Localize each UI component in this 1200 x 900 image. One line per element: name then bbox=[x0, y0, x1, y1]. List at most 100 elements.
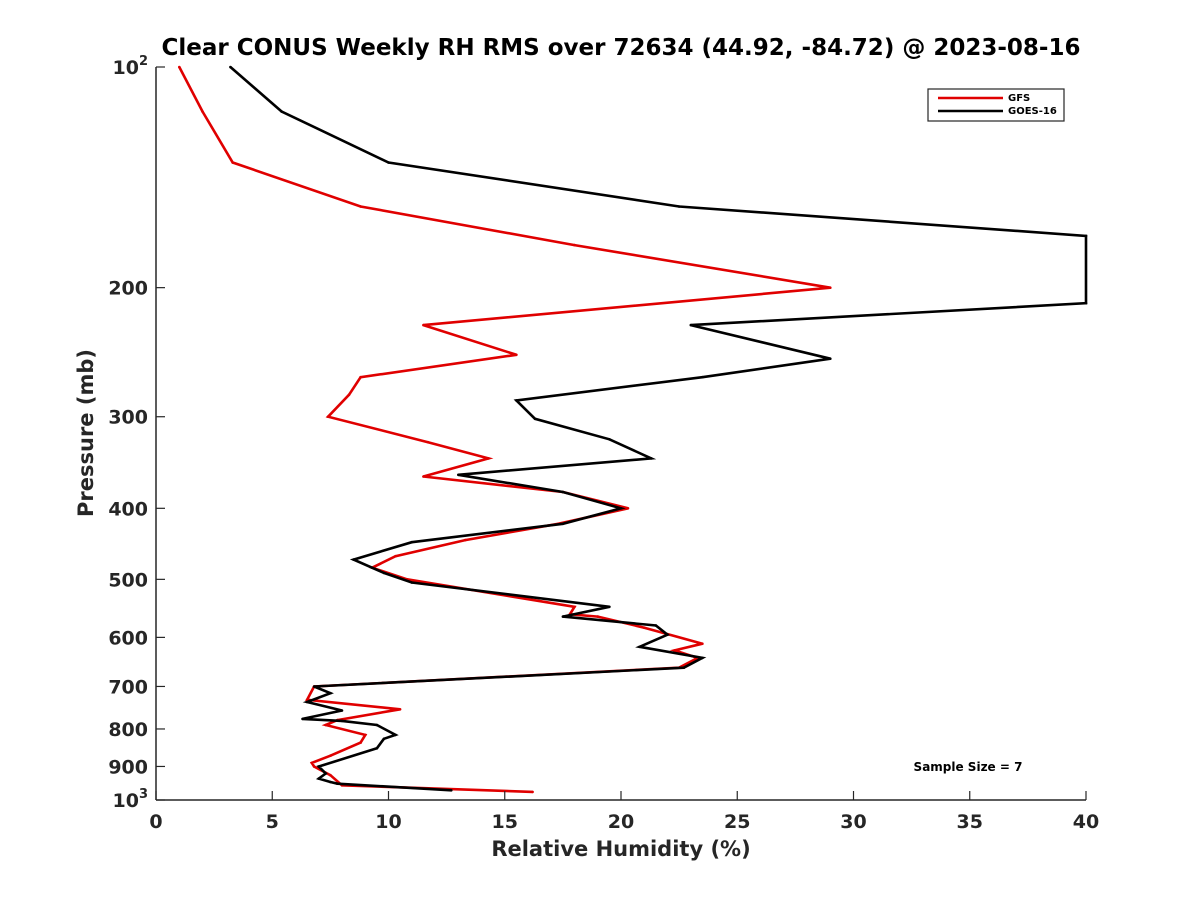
data-point-goes16 bbox=[654, 624, 658, 627]
data-point-goes16 bbox=[666, 633, 669, 636]
data-point-goes16 bbox=[305, 700, 309, 704]
data-point-goes16 bbox=[301, 717, 304, 721]
data-point-goes16 bbox=[324, 772, 328, 775]
sample-size-annotation: Sample Size = 7 bbox=[914, 760, 1023, 774]
data-point-gfs bbox=[829, 286, 832, 290]
y-axis-label: Pressure (mb) bbox=[74, 349, 98, 517]
y-tick-label: 600 bbox=[108, 627, 148, 649]
x-axis-label: Relative Humidity (%) bbox=[491, 837, 750, 861]
data-point-gfs bbox=[573, 243, 576, 247]
data-point-goes16 bbox=[829, 357, 832, 361]
data-point-goes16 bbox=[638, 645, 641, 649]
y-tick-label: 700 bbox=[108, 676, 148, 698]
data-point-goes16 bbox=[1084, 301, 1088, 305]
x-tick-label: 20 bbox=[608, 811, 634, 833]
data-point-gfs bbox=[231, 161, 234, 164]
plot-area bbox=[156, 67, 1086, 800]
x-tick-label: 0 bbox=[149, 811, 162, 833]
y-tick-label: 500 bbox=[108, 569, 148, 591]
y-ticks: 102 200 300 400 500 600 700 800 900 103 bbox=[108, 54, 165, 812]
y-tick-label: 300 bbox=[108, 407, 148, 429]
y-tick-label: 400 bbox=[108, 498, 148, 520]
legend-label-goes16: GOES-16 bbox=[1008, 106, 1057, 117]
data-point-goes16 bbox=[375, 723, 379, 727]
data-point-gfs bbox=[359, 375, 362, 379]
data-point-gfs bbox=[573, 605, 576, 609]
data-point-goes16 bbox=[312, 685, 316, 688]
data-point-goes16 bbox=[457, 473, 460, 477]
data-point-goes16 bbox=[649, 457, 653, 460]
data-point-gfs bbox=[701, 642, 704, 645]
data-point-goes16 bbox=[336, 782, 339, 785]
data-point-gfs bbox=[531, 790, 534, 794]
data-point-goes16 bbox=[1084, 234, 1088, 238]
y-tick-label: 103 bbox=[113, 787, 149, 812]
chart-title: Clear CONUS Weekly RH RMS over 72634 (44… bbox=[162, 35, 1081, 61]
data-point-goes16 bbox=[352, 558, 355, 561]
data-point-goes16 bbox=[410, 540, 414, 544]
legend: GFS GOES-16 bbox=[927, 88, 1065, 122]
data-point-gfs bbox=[422, 323, 425, 327]
legend-label-gfs: GFS bbox=[1008, 93, 1030, 104]
data-point-gfs bbox=[398, 708, 402, 711]
data-point-gfs bbox=[347, 393, 351, 397]
data-point-gfs bbox=[178, 65, 181, 69]
series-line-goes16 bbox=[229, 66, 1088, 792]
data-point-goes16 bbox=[701, 656, 704, 660]
series-goes16 bbox=[229, 65, 1088, 792]
x-tick-label: 15 bbox=[492, 811, 518, 833]
data-point-gfs bbox=[463, 538, 467, 542]
data-point-gfs bbox=[359, 741, 362, 744]
x-tick-label: 30 bbox=[840, 811, 866, 833]
data-point-goes16 bbox=[382, 571, 386, 575]
data-point-gfs bbox=[626, 507, 630, 510]
data-point-goes16 bbox=[382, 737, 386, 741]
series-layer bbox=[178, 65, 1088, 794]
data-point-goes16 bbox=[561, 490, 565, 494]
data-point-gfs bbox=[426, 440, 430, 444]
data-point-gfs bbox=[643, 626, 646, 629]
data-point-goes16 bbox=[608, 438, 611, 441]
data-point-gfs bbox=[201, 110, 204, 113]
data-point-gfs bbox=[324, 723, 328, 727]
y-tick-label: 200 bbox=[108, 278, 148, 300]
data-point-gfs bbox=[359, 205, 362, 208]
x-tick-label: 10 bbox=[375, 811, 401, 833]
x-ticks: 0 5 10 15 20 25 30 35 40 bbox=[149, 791, 1099, 833]
data-point-gfs bbox=[312, 765, 316, 768]
data-point-goes16 bbox=[317, 777, 321, 780]
data-point-goes16 bbox=[340, 709, 344, 712]
data-point-goes16 bbox=[450, 789, 453, 792]
x-tick-label: 40 bbox=[1073, 811, 1099, 833]
data-point-goes16 bbox=[387, 161, 390, 164]
data-point-goes16 bbox=[394, 733, 397, 737]
data-point-goes16 bbox=[701, 375, 704, 379]
data-point-goes16 bbox=[677, 205, 681, 208]
data-point-gfs bbox=[596, 615, 600, 618]
data-point-goes16 bbox=[280, 110, 283, 113]
data-point-goes16 bbox=[329, 780, 332, 784]
data-point-goes16 bbox=[375, 747, 379, 750]
y-tick-label: 800 bbox=[108, 719, 148, 741]
data-point-gfs bbox=[673, 649, 676, 652]
data-point-gfs bbox=[422, 475, 425, 478]
x-tick-label: 5 bbox=[266, 811, 279, 833]
data-point-gfs bbox=[310, 761, 314, 765]
data-point-goes16 bbox=[340, 719, 344, 723]
data-point-goes16 bbox=[619, 507, 623, 510]
data-point-goes16 bbox=[682, 666, 686, 669]
data-point-gfs bbox=[329, 754, 332, 757]
data-point-goes16 bbox=[410, 581, 414, 584]
data-point-goes16 bbox=[317, 765, 321, 768]
x-tick-label: 35 bbox=[957, 811, 983, 833]
legend-box bbox=[927, 88, 1065, 122]
data-point-gfs bbox=[364, 733, 367, 737]
data-point-gfs bbox=[326, 415, 330, 419]
data-point-goes16 bbox=[515, 399, 518, 402]
data-point-gfs bbox=[329, 773, 332, 777]
data-point-goes16 bbox=[689, 323, 693, 327]
y-tick-label: 900 bbox=[108, 756, 148, 778]
y-tick-label: 102 bbox=[113, 54, 149, 79]
data-point-goes16 bbox=[533, 417, 537, 421]
